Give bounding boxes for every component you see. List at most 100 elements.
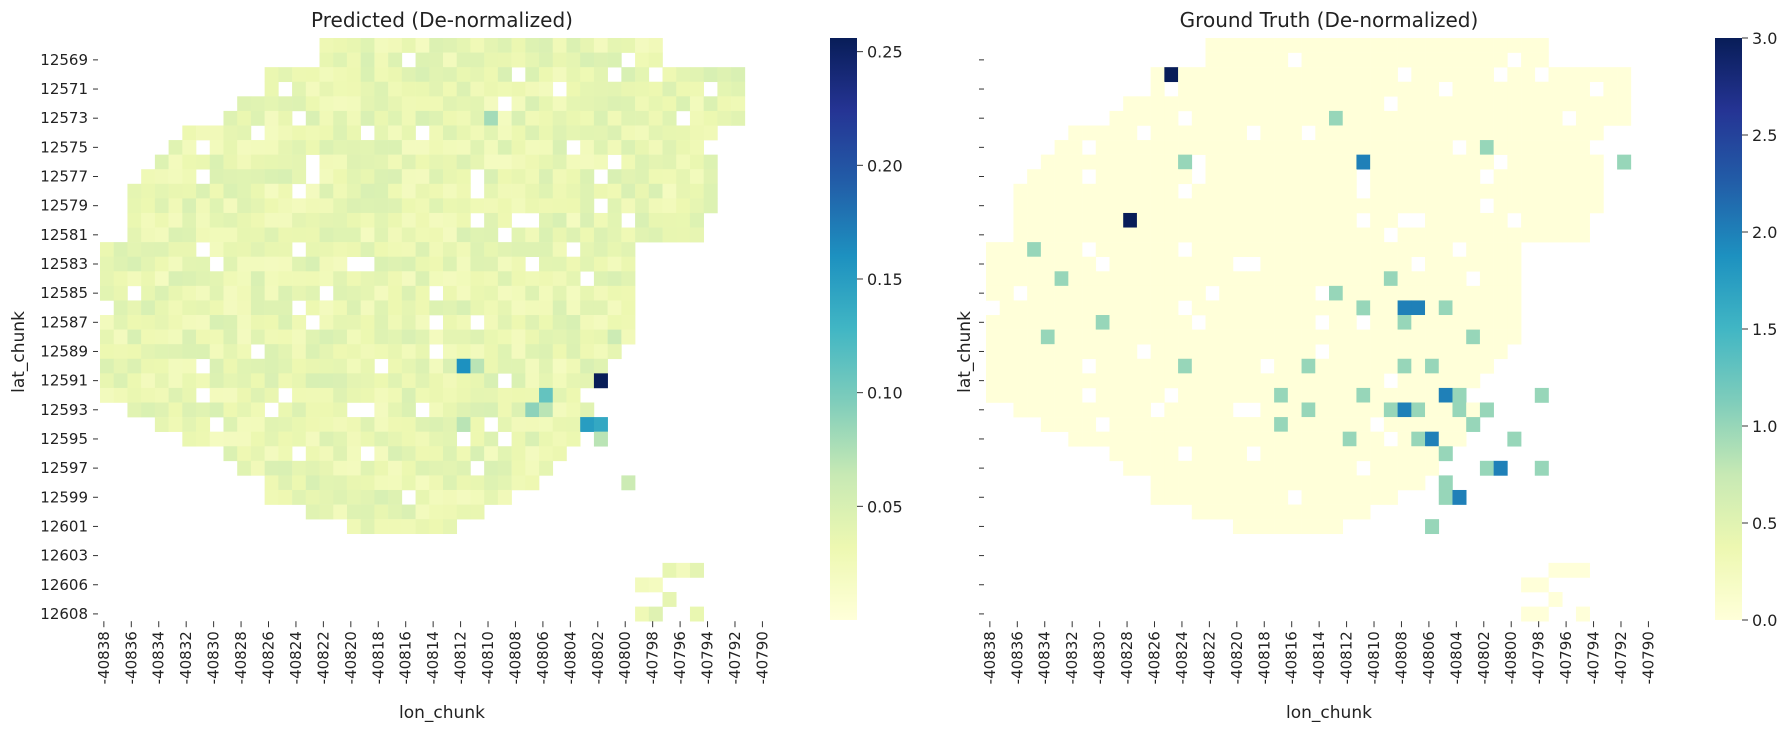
heatmap-cell xyxy=(278,96,293,112)
heatmap-cell xyxy=(319,344,334,360)
heatmap-cell xyxy=(305,460,320,476)
heatmap-cell xyxy=(1521,81,1536,97)
heatmap-cell xyxy=(209,402,224,418)
heatmap-cell xyxy=(1068,256,1083,272)
heatmap-cell xyxy=(305,431,320,447)
heatmap-cell xyxy=(1232,212,1247,228)
x-tick-label: -40822 xyxy=(314,631,332,684)
heatmap-cell xyxy=(278,402,293,418)
x-tick-label: -40792 xyxy=(1612,631,1630,684)
heatmap-cell xyxy=(1466,140,1481,155)
heatmap-cell xyxy=(319,300,334,316)
heatmap-cell xyxy=(470,67,485,83)
heatmap-cell xyxy=(607,212,622,228)
heatmap-cell xyxy=(1438,38,1453,53)
heatmap-cell xyxy=(470,373,485,389)
heatmap-cell xyxy=(470,198,485,214)
heatmap-cell xyxy=(676,198,691,214)
heatmap-cell xyxy=(388,38,403,53)
heatmap-cell xyxy=(1191,329,1206,345)
heatmap-cell xyxy=(1383,271,1398,287)
heatmap-cell xyxy=(1191,387,1206,403)
heatmap-cell xyxy=(443,67,458,83)
heatmap-cell xyxy=(1260,52,1275,68)
heatmap-cell xyxy=(1232,344,1247,360)
x-tick-label: -40800 xyxy=(616,631,634,684)
heatmap-cell xyxy=(1370,315,1385,330)
heatmap-cell xyxy=(1068,315,1083,330)
heatmap-cell xyxy=(1425,154,1440,170)
heatmap-cell xyxy=(1232,125,1247,141)
heatmap-cell xyxy=(1301,183,1316,199)
heatmap-cell xyxy=(1136,96,1151,112)
heatmap-cell xyxy=(346,96,361,112)
heatmap-cell xyxy=(429,212,444,228)
heatmap-cell xyxy=(1315,169,1330,185)
heatmap-cell xyxy=(1219,344,1234,360)
heatmap-cell xyxy=(1452,315,1467,330)
heatmap-cell xyxy=(1027,358,1042,374)
heatmap-cell xyxy=(525,183,540,199)
heatmap-cell xyxy=(593,344,608,360)
heatmap-cell xyxy=(278,417,293,432)
heatmap-cell xyxy=(717,81,732,97)
heatmap-cell xyxy=(1397,242,1412,257)
heatmap-cell xyxy=(1397,417,1412,432)
heatmap-cell xyxy=(1109,446,1124,462)
heatmap-cell xyxy=(292,67,307,83)
heatmap-cell xyxy=(1329,373,1344,389)
heatmap-cell xyxy=(621,242,636,257)
heatmap-cell xyxy=(1205,256,1220,272)
heatmap-cell xyxy=(264,169,279,185)
heatmap-cell xyxy=(1534,227,1549,243)
heatmap-cell xyxy=(539,67,554,83)
heatmap-cell xyxy=(127,256,142,272)
heatmap-cell xyxy=(1466,373,1481,389)
heatmap-cell xyxy=(1150,154,1165,170)
heatmap-cell xyxy=(1082,315,1097,330)
heatmap-cell xyxy=(552,387,567,403)
heatmap-cell xyxy=(1397,460,1412,476)
heatmap-cell xyxy=(1521,183,1536,199)
heatmap-cell xyxy=(1287,212,1302,228)
heatmap-cell xyxy=(648,606,663,622)
heatmap-cell xyxy=(196,183,211,199)
heatmap-cell xyxy=(539,446,554,462)
heatmap-cell xyxy=(1397,140,1412,155)
heatmap-cell xyxy=(1260,431,1275,447)
heatmap-cell xyxy=(1150,417,1165,432)
heatmap-cell xyxy=(415,154,430,170)
heatmap-cell xyxy=(1136,431,1151,447)
heatmap-cell xyxy=(429,198,444,214)
heatmap-cell xyxy=(319,198,334,214)
heatmap-cell xyxy=(580,417,595,432)
heatmap-cell xyxy=(1493,344,1508,360)
heatmap-cell xyxy=(1397,431,1412,447)
heatmap-cell xyxy=(1136,387,1151,403)
heatmap-cell xyxy=(333,154,348,170)
heatmap-cell xyxy=(401,271,416,287)
heatmap-cell xyxy=(539,460,554,476)
heatmap-cell xyxy=(1425,110,1440,126)
heatmap-cell xyxy=(264,242,279,257)
heatmap-cell xyxy=(388,504,403,520)
heatmap-cell xyxy=(182,242,197,257)
heatmap-cell xyxy=(1274,67,1289,83)
heatmap-cell xyxy=(1123,140,1138,155)
heatmap-cell xyxy=(182,315,197,330)
heatmap-cell xyxy=(1260,475,1275,491)
heatmap-cell xyxy=(1342,67,1357,83)
heatmap-cell xyxy=(1027,300,1042,316)
heatmap-cell xyxy=(1246,329,1261,345)
ground-truth-heatmap xyxy=(986,38,1632,622)
heatmap-cell xyxy=(305,475,320,491)
heatmap-cell xyxy=(168,300,183,316)
heatmap-cell xyxy=(429,67,444,83)
heatmap-cell xyxy=(1150,373,1165,389)
heatmap-cell xyxy=(1095,154,1110,170)
heatmap-cell xyxy=(415,315,430,330)
heatmap-cell xyxy=(1342,110,1357,126)
heatmap-cell xyxy=(127,212,142,228)
heatmap-cell xyxy=(539,169,554,185)
heatmap-cell xyxy=(292,154,307,170)
